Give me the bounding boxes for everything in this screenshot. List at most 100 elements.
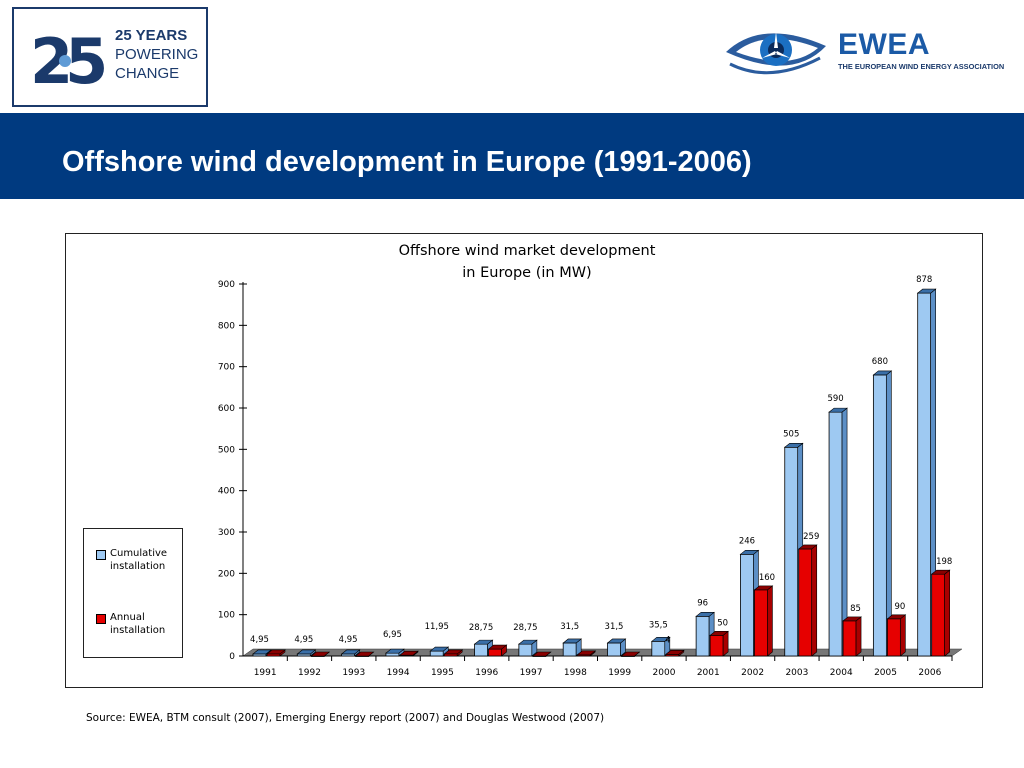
- y-tick-label: 100: [218, 611, 235, 621]
- anniversary-logo: 25 25 YEARS POWERING CHANGE: [12, 7, 208, 107]
- bar-top: [664, 650, 685, 655]
- data-label-cumulative: 246: [739, 536, 755, 546]
- legend-label-annual-2: installation: [110, 625, 166, 636]
- bar-front: [474, 643, 488, 657]
- x-tick-label: 2002: [741, 668, 764, 678]
- data-label-annual: 50: [717, 618, 728, 628]
- bar-top: [606, 638, 627, 644]
- bar-cumulative: [296, 649, 317, 657]
- source-note: Source: EWEA, BTM consult (2007), Emergi…: [86, 712, 605, 724]
- bar-front: [754, 589, 768, 657]
- data-label-annual: 198: [936, 557, 952, 567]
- bar-top: [753, 585, 774, 591]
- bar-front: [828, 411, 843, 657]
- legend-label-cumulative-1: Cumulative: [110, 548, 168, 559]
- bar-cumulative: [650, 636, 671, 657]
- data-label-annual: 160: [759, 573, 775, 583]
- x-tick-label: 1994: [387, 668, 410, 678]
- bar-top: [310, 651, 331, 657]
- bar-annual: [354, 651, 375, 657]
- bar-front: [252, 653, 267, 657]
- slide-title: Offshore wind development in Europe (199…: [62, 146, 752, 178]
- anniversary-line-2: POWERING: [115, 46, 199, 63]
- bar-annual: [753, 585, 774, 657]
- y-tick-label: 0: [229, 652, 235, 662]
- bar-top: [828, 407, 848, 413]
- chart-bars: [252, 288, 951, 657]
- data-label-annual: 90: [894, 602, 905, 612]
- legend-label-cumulative-2: installation: [110, 561, 166, 572]
- chart-data-labels: 4,95 4,95 4,95 6,95 11,95 28,75 28,75 31,5 31,5 3…: [250, 275, 952, 645]
- data-label-cumulative: 680: [872, 357, 888, 367]
- bar-front: [562, 642, 577, 657]
- data-label-cumulative: 31,5: [605, 622, 624, 632]
- x-tick-label: 2001: [697, 668, 720, 678]
- bar-top: [650, 637, 671, 642]
- bar-top: [354, 651, 375, 657]
- eye-turbine-icon: [726, 32, 826, 75]
- x-tick-label: 2004: [830, 668, 853, 678]
- bar-top: [886, 614, 907, 620]
- bar-front: [651, 640, 666, 657]
- data-label-annual: 4: [665, 635, 670, 645]
- bar-front: [709, 634, 724, 657]
- bar-front: [886, 618, 901, 657]
- x-tick-label: 1996: [475, 668, 498, 678]
- data-label-cumulative: 505: [783, 429, 799, 439]
- bar-top: [842, 616, 862, 622]
- bar-side: [767, 585, 773, 657]
- data-label-annual: 85: [850, 604, 861, 614]
- bar-top: [576, 650, 597, 656]
- bar-front: [798, 548, 813, 657]
- legend-label-annual-1: Annual: [110, 612, 145, 623]
- bar-cumulative: [562, 638, 583, 657]
- y-tick-label: 300: [218, 528, 235, 538]
- bar-top: [797, 544, 818, 550]
- data-label-cumulative: 4,95: [250, 635, 269, 645]
- data-label-annual: 259: [803, 532, 819, 542]
- bar-top: [266, 649, 286, 655]
- data-label-cumulative: 878: [916, 275, 932, 285]
- anniversary-25-logo-mark: 25: [30, 27, 108, 91]
- bar-annual: [487, 644, 508, 657]
- x-tick-label: 1993: [342, 668, 365, 678]
- y-tick-label: 400: [218, 487, 235, 497]
- bar-top: [930, 569, 951, 575]
- data-label-cumulative: 28,75: [469, 623, 493, 633]
- y-tick-label: 600: [218, 404, 235, 414]
- bar-top: [695, 612, 715, 617]
- bar-front: [385, 652, 400, 657]
- y-tick-label: 900: [218, 280, 235, 290]
- bar-annual: [310, 651, 331, 657]
- y-tick-label: 500: [218, 445, 235, 455]
- bar-top: [872, 370, 893, 376]
- offshore-wind-chart: Offshore wind market development in Euro…: [218, 243, 963, 678]
- x-tick-label: 2005: [874, 668, 897, 678]
- bar-front: [740, 553, 754, 657]
- bar-front: [931, 573, 946, 657]
- bar-top: [385, 648, 405, 654]
- bar-cumulative: [872, 370, 893, 657]
- x-tick-label: 1997: [520, 668, 543, 678]
- bar-annual: [797, 544, 818, 657]
- bar-front: [443, 653, 458, 657]
- bar-top: [399, 650, 419, 656]
- title-banner: [0, 113, 1024, 199]
- bar-top: [532, 651, 552, 657]
- bar-front: [607, 642, 621, 657]
- bar-annual: [443, 649, 464, 657]
- x-tick-label: 1995: [431, 668, 454, 678]
- data-label-cumulative: 11,95: [425, 622, 449, 632]
- bar-top: [443, 649, 464, 655]
- data-label-cumulative: 28,75: [513, 623, 537, 633]
- bar-side: [944, 569, 950, 657]
- chart-title-line-1: Offshore wind market development: [399, 243, 656, 259]
- bar-cumulative: [340, 649, 361, 657]
- bar-front: [429, 650, 444, 657]
- data-label-cumulative: 96: [697, 598, 708, 608]
- bar-top: [620, 651, 641, 657]
- bar-front: [784, 446, 799, 657]
- x-tick-label: 1998: [564, 668, 587, 678]
- bar-top: [487, 644, 508, 650]
- ewea-logo-name: EWEA: [838, 28, 930, 61]
